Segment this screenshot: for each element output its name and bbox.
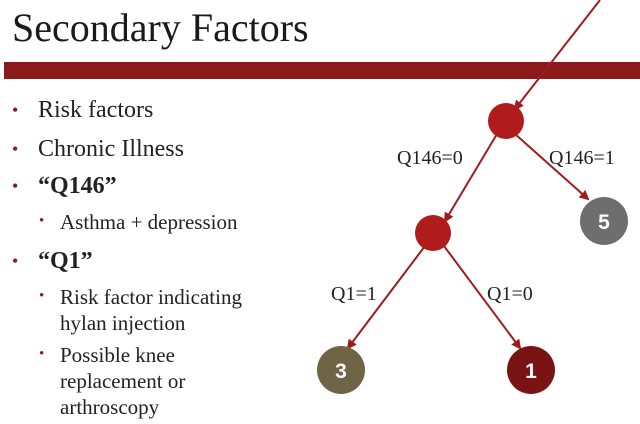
bullet-marker: •: [12, 100, 19, 120]
bullet-text: “Q146”: [38, 173, 117, 199]
bullet-text: Risk factors: [38, 97, 154, 123]
leaf-node-1: [507, 346, 555, 394]
bullet-text: Chronic Illness: [38, 136, 184, 162]
bullet-text: Risk factor indicating hylan injection: [60, 285, 242, 335]
leaf-node-3: [317, 346, 365, 394]
leaf-label-3: 3: [335, 360, 347, 383]
bullet-marker: •: [12, 176, 19, 196]
edge-label-q1-1: Q1=1: [331, 283, 377, 305]
decision-node-q146: [488, 103, 524, 139]
leaf-label-5: 5: [598, 211, 610, 234]
edge-q146-1: [514, 133, 590, 201]
edge-label-q1-0: Q1=0: [487, 283, 533, 305]
edge-incoming: [513, 0, 601, 111]
leaf-node-5: [580, 197, 628, 245]
bullet-marker: •: [39, 346, 45, 362]
decision-node-q1: [415, 215, 451, 251]
title-accent-bar: [4, 62, 640, 79]
bullet-text: Asthma + depression: [60, 210, 238, 234]
bullet-marker: •: [39, 288, 45, 304]
edge-q1-1: [346, 245, 426, 350]
bullet-text: Possible knee replacement or arthroscopy: [60, 343, 186, 419]
bullet-marker: •: [39, 213, 45, 229]
edge-label-q146-1: Q146=1: [549, 147, 615, 169]
bullet-marker: •: [12, 251, 19, 271]
slide-title: Secondary Factors: [12, 5, 309, 50]
bullet-marker: •: [12, 139, 19, 159]
bullet-list: • Risk factors • Chronic Illness • “Q146…: [0, 0, 300, 424]
edge-q146-0: [443, 133, 498, 223]
bullet-text: “Q1”: [38, 248, 93, 274]
edge-label-q146-0: Q146=0: [397, 147, 463, 169]
edge-q1-0: [443, 245, 522, 350]
leaf-label-1: 1: [525, 360, 537, 383]
